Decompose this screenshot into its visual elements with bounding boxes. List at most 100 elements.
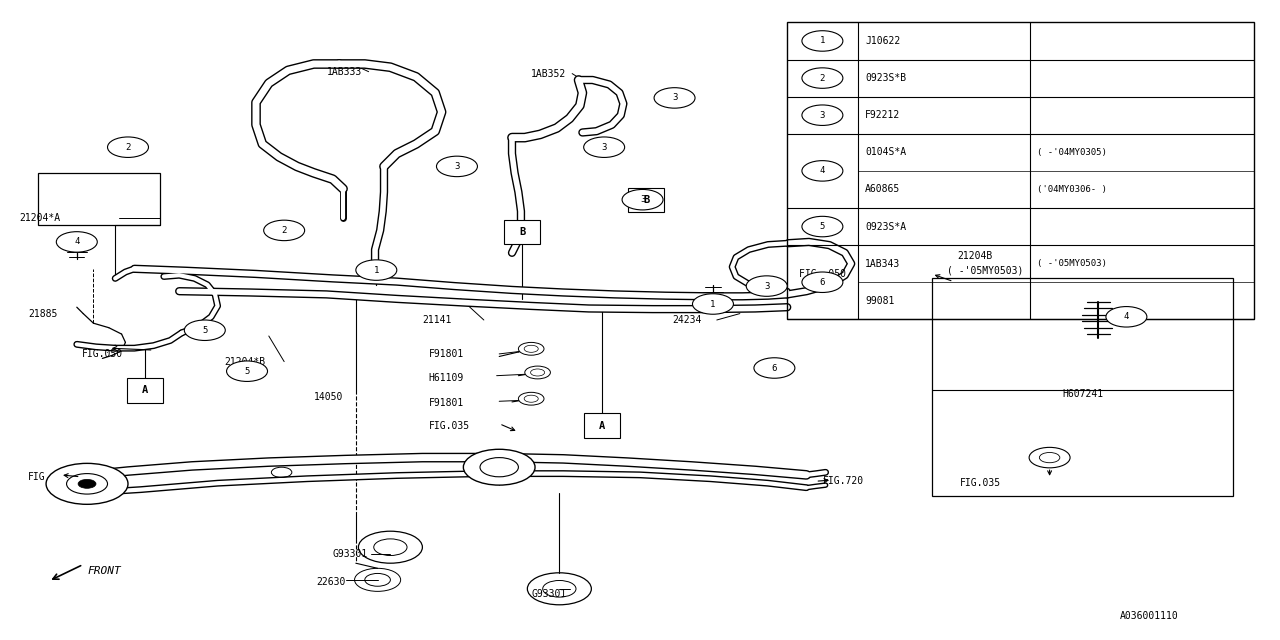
Text: F92212: F92212 — [865, 110, 901, 120]
Text: 24234: 24234 — [672, 315, 701, 325]
Bar — [584, 413, 620, 438]
Text: 1AB333: 1AB333 — [326, 67, 362, 77]
Circle shape — [1029, 447, 1070, 468]
Text: FIG.035: FIG.035 — [429, 420, 470, 431]
Text: F91801: F91801 — [429, 398, 465, 408]
Text: 3: 3 — [764, 282, 769, 291]
Text: G93301: G93301 — [531, 589, 567, 599]
Text: FIG.720: FIG.720 — [823, 476, 864, 486]
Bar — [628, 188, 664, 212]
Circle shape — [356, 260, 397, 280]
Circle shape — [589, 141, 620, 156]
Text: 14050: 14050 — [314, 392, 343, 402]
Circle shape — [442, 160, 472, 175]
Circle shape — [746, 276, 787, 296]
Text: 1: 1 — [374, 266, 379, 275]
Text: B: B — [644, 195, 649, 205]
Circle shape — [525, 366, 550, 379]
Circle shape — [269, 224, 300, 239]
Circle shape — [189, 323, 220, 339]
Text: ( -'05MY0503): ( -'05MY0503) — [1037, 259, 1107, 268]
Circle shape — [751, 279, 782, 294]
Text: 5: 5 — [819, 222, 826, 231]
Text: 3: 3 — [640, 195, 645, 204]
Circle shape — [628, 192, 659, 207]
Text: 4: 4 — [819, 166, 826, 175]
Circle shape — [184, 320, 225, 340]
Text: 3: 3 — [454, 162, 460, 171]
Text: 1: 1 — [819, 36, 826, 45]
Text: 21141: 21141 — [422, 315, 452, 325]
Circle shape — [518, 392, 544, 405]
Text: A: A — [599, 420, 604, 431]
Text: H61109: H61109 — [429, 372, 465, 383]
Text: 3: 3 — [602, 143, 607, 152]
Text: H607241: H607241 — [1062, 388, 1103, 399]
Circle shape — [622, 189, 663, 210]
Circle shape — [227, 361, 268, 381]
Text: 2: 2 — [819, 74, 826, 83]
Bar — [38, 173, 160, 225]
Circle shape — [654, 88, 695, 108]
Circle shape — [113, 141, 143, 156]
Circle shape — [801, 105, 844, 125]
Text: 99081: 99081 — [865, 296, 895, 306]
Text: 5: 5 — [244, 367, 250, 376]
Circle shape — [56, 232, 97, 252]
Text: B: B — [520, 227, 525, 237]
Text: 2: 2 — [125, 143, 131, 152]
Circle shape — [692, 294, 733, 314]
Circle shape — [659, 92, 690, 107]
Bar — [932, 278, 1233, 496]
Circle shape — [264, 220, 305, 241]
Text: 21204*A: 21204*A — [19, 212, 60, 223]
Bar — [787, 22, 1254, 319]
Text: 0923S*B: 0923S*B — [865, 73, 906, 83]
Circle shape — [584, 137, 625, 157]
Text: G93301: G93301 — [333, 548, 369, 559]
Bar — [127, 378, 163, 403]
Text: 2: 2 — [282, 226, 287, 235]
Text: A036001110: A036001110 — [1120, 611, 1179, 621]
Text: 5: 5 — [202, 326, 207, 335]
Text: 1AB352: 1AB352 — [531, 68, 567, 79]
Circle shape — [801, 161, 844, 181]
Circle shape — [518, 342, 544, 355]
Circle shape — [1106, 307, 1147, 327]
Text: FRONT: FRONT — [87, 566, 120, 576]
Text: 22630: 22630 — [316, 577, 346, 588]
Text: 0923S*A: 0923S*A — [865, 221, 906, 232]
Text: ( -'05MY0503): ( -'05MY0503) — [947, 265, 1024, 275]
Text: F91801: F91801 — [429, 349, 465, 359]
Circle shape — [760, 360, 791, 376]
Text: FIG. 050: FIG. 050 — [799, 269, 846, 279]
Circle shape — [46, 463, 128, 504]
Text: 1AB343: 1AB343 — [865, 259, 901, 269]
Circle shape — [801, 68, 844, 88]
Text: J10622: J10622 — [865, 36, 901, 46]
Text: 4: 4 — [74, 237, 79, 246]
Text: 3: 3 — [819, 111, 826, 120]
Text: A60865: A60865 — [865, 184, 901, 195]
Bar — [504, 220, 540, 244]
Text: 6: 6 — [772, 364, 777, 372]
Text: 21885: 21885 — [28, 308, 58, 319]
Circle shape — [801, 31, 844, 51]
Circle shape — [436, 156, 477, 177]
Text: 6: 6 — [819, 278, 826, 287]
Text: 0104S*A: 0104S*A — [865, 147, 906, 157]
Circle shape — [801, 272, 844, 292]
Circle shape — [78, 479, 96, 488]
Text: 21204*B: 21204*B — [224, 356, 265, 367]
Circle shape — [463, 449, 535, 485]
Text: FIG.050: FIG.050 — [82, 349, 123, 359]
Circle shape — [108, 137, 148, 157]
Text: 3: 3 — [672, 93, 677, 102]
Circle shape — [232, 365, 262, 380]
Circle shape — [754, 358, 795, 378]
Text: FIG.035: FIG.035 — [960, 478, 1001, 488]
Text: FIG.450: FIG.450 — [28, 472, 69, 482]
Text: ('06MY0501- ): ('06MY0501- ) — [1037, 296, 1107, 305]
Text: ( -'04MY0305): ( -'04MY0305) — [1037, 148, 1107, 157]
Text: 4: 4 — [1124, 312, 1129, 321]
